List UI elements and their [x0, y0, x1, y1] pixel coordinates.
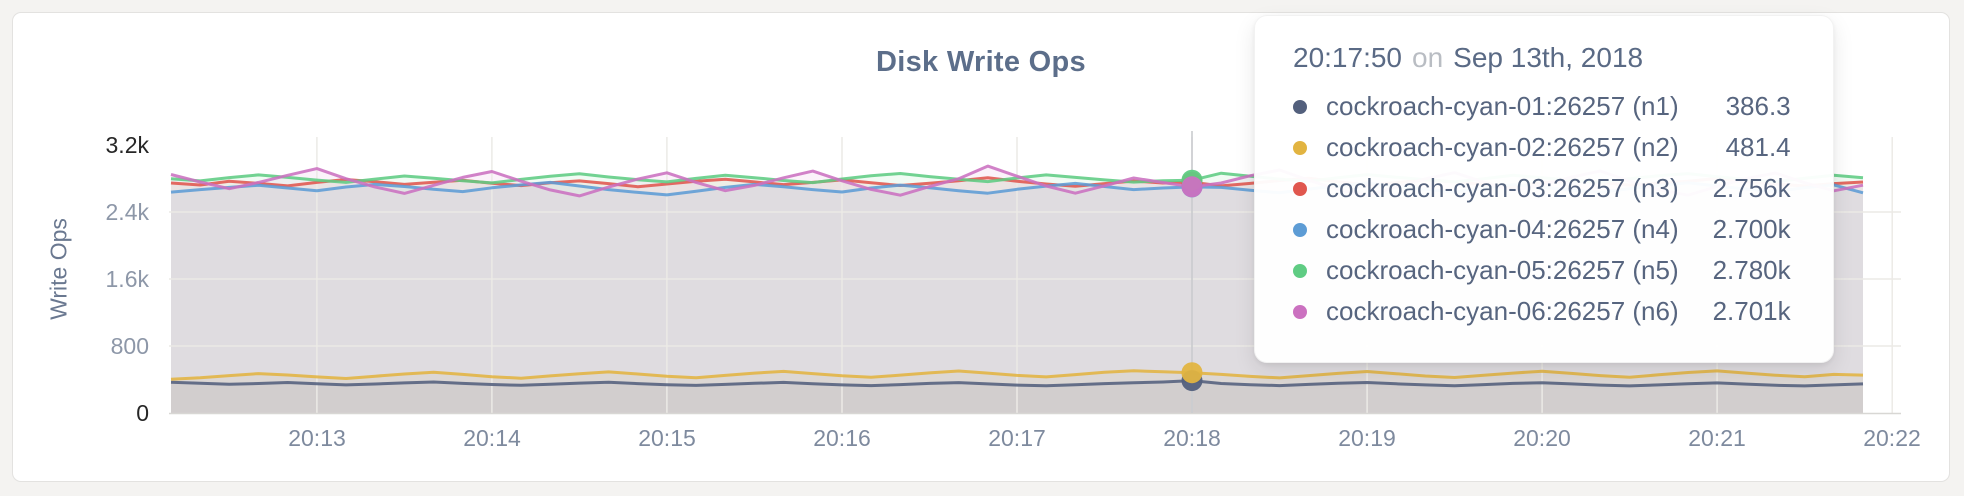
series-value: 386.3 [1725, 91, 1791, 121]
tooltip-row: cockroach-cyan-04:26257 (n4) 2.700k [1293, 209, 1833, 250]
x-tick-label: 20:15 [638, 425, 696, 451]
tooltip-on-word: on [1412, 42, 1444, 73]
hover-point-dot [1181, 176, 1203, 198]
series-value: 481.4 [1725, 132, 1791, 162]
tooltip-time: 20:17:50 [1293, 42, 1402, 73]
y-tick-label: 3.2k [105, 132, 149, 158]
tooltip-header: 20:17:50 on Sep 13th, 2018 [1293, 42, 1833, 74]
x-tick-label: 20:19 [1338, 425, 1396, 451]
x-tick-label: 20:17 [988, 425, 1046, 451]
series-color-dot-icon [1293, 140, 1307, 155]
x-tick-label: 20:22 [1863, 425, 1921, 451]
series-line [170, 369, 1864, 381]
hover-point-dot [1181, 362, 1203, 384]
tooltip-row: cockroach-cyan-05:26257 (n5) 2.780k [1293, 250, 1833, 291]
x-tick-label: 20:21 [1688, 425, 1746, 451]
x-tick-label: 20:18 [1163, 425, 1221, 451]
series-value: 2.701k [1712, 296, 1791, 326]
series-value: 2.780k [1712, 255, 1791, 285]
series-value: 2.756k [1712, 173, 1791, 203]
y-tick-label: 0 [136, 400, 149, 426]
tooltip-row: cockroach-cyan-01:26257 (n1) 386.3 [1293, 86, 1833, 127]
series-color-dot-icon [1293, 99, 1307, 114]
y-tick-label: 1.6k [105, 266, 149, 292]
series-line [170, 379, 1864, 388]
x-tick-label: 20:20 [1513, 425, 1571, 451]
x-tick-label: 20:13 [288, 425, 346, 451]
series-label: cockroach-cyan-05:26257 (n5) [1326, 255, 1679, 285]
series-label: cockroach-cyan-06:26257 (n6) [1326, 296, 1679, 326]
series-color-dot-icon [1293, 181, 1307, 196]
tooltip-row: cockroach-cyan-06:26257 (n6) 2.701k [1293, 291, 1833, 332]
series-value: 2.700k [1712, 214, 1791, 244]
y-tick-label: 800 [110, 333, 149, 359]
series-color-dot-icon [1293, 263, 1307, 278]
tooltip-rows: cockroach-cyan-01:26257 (n1) 386.3 cockr… [1293, 86, 1833, 332]
tooltip-row: cockroach-cyan-03:26257 (n3) 2.756k [1293, 168, 1833, 209]
y-tick-label: 2.4k [105, 199, 149, 225]
series-color-dot-icon [1293, 222, 1307, 237]
series-label: cockroach-cyan-02:26257 (n2) [1326, 132, 1679, 162]
series-label: cockroach-cyan-04:26257 (n4) [1326, 214, 1679, 244]
chart-card: Disk Write Ops Write Ops 3.2k 2.4k 1.6k … [12, 12, 1950, 482]
tooltip-date: Sep 13th, 2018 [1453, 42, 1644, 73]
series-label: cockroach-cyan-01:26257 (n1) [1326, 91, 1679, 121]
hover-tooltip: 20:17:50 on Sep 13th, 2018 cockroach-cyan-… [1254, 15, 1834, 363]
x-tick-label: 20:16 [813, 425, 871, 451]
chart-title: Disk Write Ops [876, 46, 1086, 78]
series-label: cockroach-cyan-03:26257 (n3) [1326, 173, 1679, 203]
x-tick-label: 20:14 [463, 425, 521, 451]
series-color-dot-icon [1293, 304, 1307, 319]
tooltip-row: cockroach-cyan-02:26257 (n2) 481.4 [1293, 127, 1833, 168]
